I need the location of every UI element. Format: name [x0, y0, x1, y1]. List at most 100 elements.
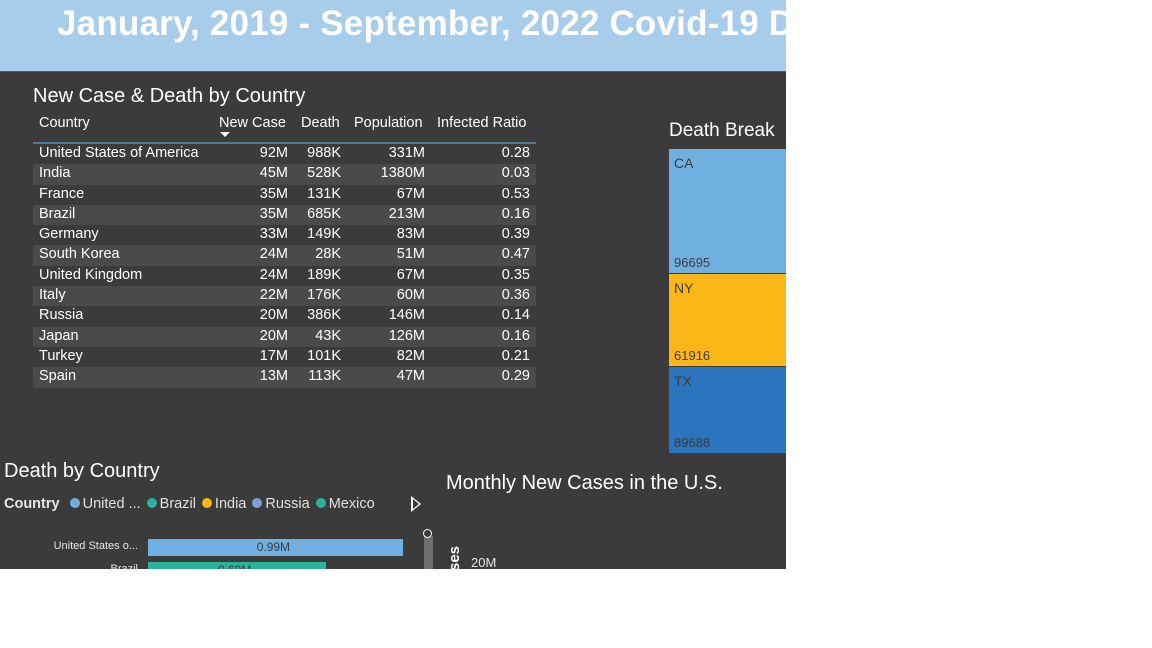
- header-divider: [0, 71, 786, 72]
- legend-label: Russia: [265, 496, 310, 512]
- treemap-tile-value: 89688: [674, 435, 711, 450]
- treemap-tile-tx[interactable]: TX 89688: [669, 367, 786, 453]
- cell-population: 67M: [396, 185, 425, 202]
- cell-infected-ratio: 0.39: [501, 226, 530, 243]
- cell-population: 213M: [388, 205, 425, 222]
- column-header-population[interactable]: Population: [354, 115, 423, 131]
- treemap-tile-value: 96695: [674, 255, 711, 270]
- cell-new-case: 92M: [259, 145, 288, 161]
- table-row[interactable]: United States of America 92M 988K 331M 0.28: [33, 144, 536, 164]
- cell-new-case: 17M: [259, 347, 288, 364]
- line-chart-y-tick: 20M: [471, 555, 497, 569]
- cell-country: Russia: [39, 307, 84, 324]
- treemap-tile-ny[interactable]: NY 61916: [669, 274, 786, 366]
- report-canvas: January, 2019 - September, 2022 Covid-19…: [0, 0, 786, 569]
- legend-dot-icon: [315, 498, 326, 508]
- column-header-country[interactable]: Country: [39, 115, 90, 131]
- table-row[interactable]: Turkey 17M 101K 82M 0.21: [33, 347, 536, 367]
- cell-new-case: 13M: [259, 368, 288, 385]
- cell-death: 28K: [315, 246, 341, 263]
- cell-death: 149K: [307, 226, 341, 243]
- cell-death: 528K: [307, 165, 341, 182]
- cell-new-case: 45M: [259, 165, 288, 182]
- column-header-death[interactable]: Death: [301, 115, 340, 131]
- cell-infected-ratio: 0.53: [501, 185, 530, 202]
- scrollbar-handle[interactable]: [423, 529, 432, 538]
- cell-infected-ratio: 0.47: [501, 246, 530, 263]
- cell-country: Germany: [39, 226, 99, 243]
- cell-death: 43K: [315, 327, 341, 344]
- report-title: January, 2019 - September, 2022 Covid-19…: [57, 4, 786, 43]
- cell-death: 113K: [308, 368, 341, 385]
- header-band: January, 2019 - September, 2022 Covid-19…: [0, 0, 786, 71]
- cell-infected-ratio: 0.29: [501, 368, 530, 385]
- legend-item[interactable]: United ...: [69, 496, 141, 512]
- bar[interactable]: [148, 562, 327, 569]
- cell-country: South Korea: [39, 246, 120, 263]
- cell-population: 82M: [396, 347, 425, 364]
- sort-descending-icon: [220, 132, 230, 137]
- cell-infected-ratio: 0.16: [501, 327, 530, 344]
- death-bar-chart[interactable]: United States o... 0.99M Brazil 0.69M: [0, 528, 420, 569]
- bar-data-label: 0.99M: [256, 540, 291, 554]
- cell-country: France: [39, 185, 85, 202]
- legend-item[interactable]: Brazil: [146, 496, 196, 512]
- table-row[interactable]: Italy 22M 176K 60M 0.36: [33, 286, 536, 307]
- cell-infected-ratio: 0.28: [501, 145, 530, 161]
- bar-chart-legend: Country United ... Brazil India Russia Mexic…: [4, 496, 381, 514]
- cell-population: 51M: [396, 246, 425, 263]
- cell-population: 67M: [396, 266, 425, 283]
- cell-infected-ratio: 0.36: [501, 287, 530, 304]
- legend-item[interactable]: Mexico: [315, 496, 375, 512]
- treemap-tile-ca[interactable]: CA 96695: [669, 149, 786, 273]
- table-row[interactable]: France 35M 131K 67M 0.53: [33, 185, 536, 205]
- legend-label: India: [214, 496, 247, 512]
- table-row[interactable]: Germany 33M 149K 83M 0.39: [33, 225, 536, 245]
- cell-death: 189K: [307, 266, 341, 283]
- cell-infected-ratio: 0.21: [501, 347, 530, 364]
- cell-population: 1380M: [380, 165, 425, 182]
- table-row[interactable]: Russia 20M 386K 146M 0.14: [33, 306, 536, 326]
- table-row[interactable]: South Korea 24M 28K 51M 0.47: [33, 245, 536, 266]
- table-row[interactable]: India 45M 528K 1380M 0.03: [33, 164, 536, 185]
- cell-population: 83M: [396, 226, 425, 243]
- table-row[interactable]: Spain 13M 113K 47M 0.29: [33, 367, 536, 388]
- table-row[interactable]: United Kingdom 24M 189K 67M 0.35: [33, 266, 536, 286]
- table-row[interactable]: Brazil 35M 685K 213M 0.16: [33, 204, 536, 226]
- chevron-right-icon[interactable]: [411, 496, 421, 512]
- bar[interactable]: [148, 539, 404, 556]
- cell-death: 101K: [307, 347, 341, 364]
- cell-death: 988K: [307, 145, 341, 161]
- legend-item[interactable]: Russia: [252, 496, 310, 512]
- column-header-new-case[interactable]: New Case: [219, 115, 286, 131]
- cell-new-case: 24M: [259, 266, 288, 283]
- treemap-tile-label: NY: [674, 280, 694, 296]
- legend-item[interactable]: India: [201, 496, 247, 512]
- cell-new-case: 20M: [259, 307, 288, 324]
- column-header-infected-ratio[interactable]: Infected Ratio: [437, 115, 527, 131]
- cell-new-case: 35M: [259, 185, 288, 202]
- legend-label: United ...: [82, 496, 141, 512]
- treemap-tile-label: TX: [674, 373, 692, 389]
- cell-country: United Kingdom: [39, 266, 143, 283]
- table-header: Country New Case Death Population Infect…: [33, 112, 536, 144]
- cell-death: 131K: [307, 185, 341, 202]
- cell-population: 146M: [388, 307, 425, 324]
- cell-new-case: 22M: [259, 287, 288, 304]
- cell-infected-ratio: 0.35: [501, 266, 530, 283]
- treemap-tile-value: 61916: [674, 348, 711, 363]
- bar-chart-title: Death by Country: [4, 460, 160, 482]
- legend-dot-icon: [146, 498, 157, 508]
- legend-label: Brazil: [159, 496, 196, 512]
- cell-infected-ratio: 0.16: [501, 205, 530, 222]
- cell-new-case: 20M: [259, 327, 288, 344]
- bar-chart-scrollbar[interactable]: [424, 536, 433, 569]
- bar-category-label: United States o...: [53, 540, 138, 552]
- cell-population: 60M: [396, 287, 425, 304]
- table-body: United States of America 92M 988K 331M 0.28 I…: [33, 144, 536, 388]
- cell-country: Brazil: [39, 205, 76, 222]
- table-row[interactable]: Japan 20M 43K 126M 0.16: [33, 326, 536, 347]
- country-table[interactable]: Country New Case Death Population Infect…: [33, 112, 536, 388]
- legend-dot-icon: [69, 498, 80, 508]
- bar-data-label: 0.69M: [218, 563, 251, 569]
